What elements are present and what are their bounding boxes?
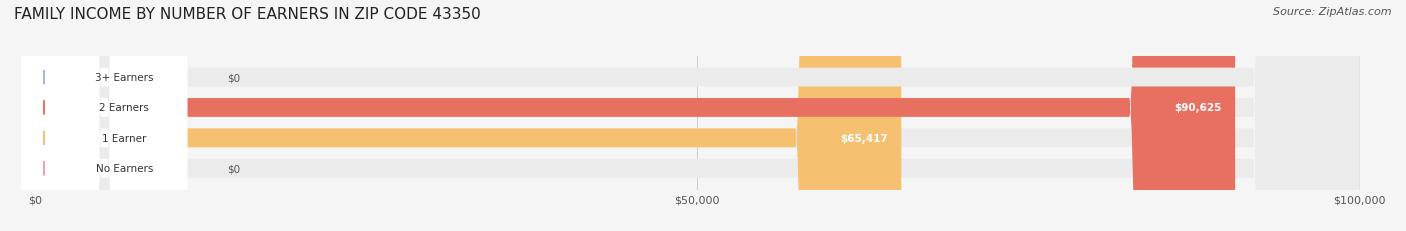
Text: 1 Earner: 1 Earner [103,133,146,143]
Text: 2 Earners: 2 Earners [100,103,149,113]
FancyBboxPatch shape [35,0,1360,231]
FancyBboxPatch shape [21,0,187,231]
Text: FAMILY INCOME BY NUMBER OF EARNERS IN ZIP CODE 43350: FAMILY INCOME BY NUMBER OF EARNERS IN ZI… [14,7,481,22]
Text: $0: $0 [226,164,240,173]
FancyBboxPatch shape [35,0,901,231]
FancyBboxPatch shape [35,0,1360,231]
Text: $90,625: $90,625 [1174,103,1222,113]
FancyBboxPatch shape [21,0,187,231]
FancyBboxPatch shape [21,0,187,231]
Text: No Earners: No Earners [96,164,153,173]
Text: $65,417: $65,417 [841,133,889,143]
FancyBboxPatch shape [35,0,1360,231]
Text: Source: ZipAtlas.com: Source: ZipAtlas.com [1274,7,1392,17]
FancyBboxPatch shape [35,0,1234,231]
Text: $0: $0 [226,73,240,83]
Text: 3+ Earners: 3+ Earners [96,73,153,83]
FancyBboxPatch shape [35,0,1360,231]
FancyBboxPatch shape [21,0,187,231]
